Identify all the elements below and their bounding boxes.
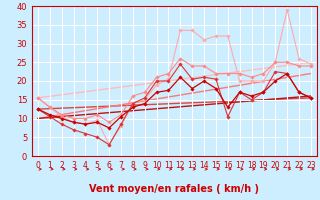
- X-axis label: Vent moyen/en rafales ( km/h ): Vent moyen/en rafales ( km/h ): [89, 184, 260, 194]
